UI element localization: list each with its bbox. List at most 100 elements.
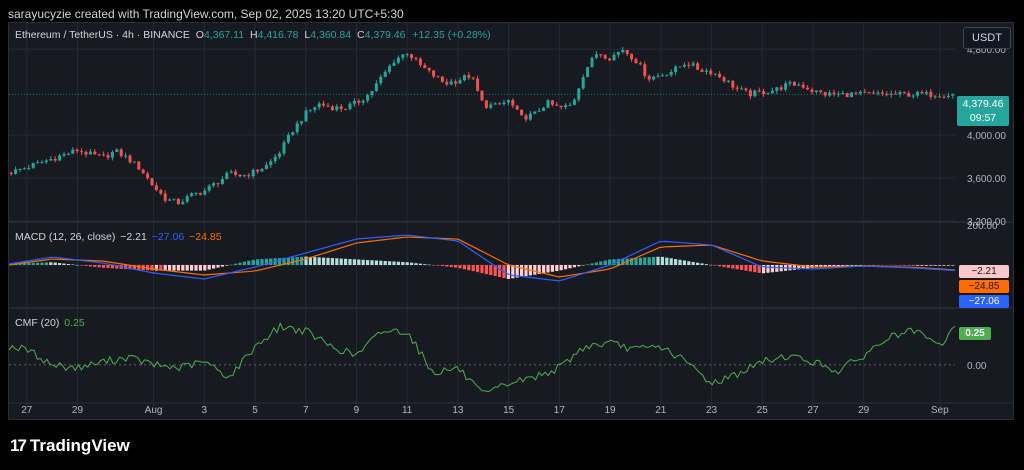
candle-body bbox=[339, 106, 343, 109]
candle-body bbox=[660, 75, 664, 77]
candle-body bbox=[726, 80, 730, 82]
macd-histogram-bar bbox=[260, 259, 264, 265]
candle-body bbox=[643, 64, 647, 76]
macd-histogram-bar bbox=[300, 256, 304, 265]
macd-histogram-bar bbox=[229, 264, 233, 266]
candle-body bbox=[396, 57, 400, 63]
tradingview-logo: 17 TradingView bbox=[10, 436, 130, 456]
candle-body bbox=[550, 100, 554, 105]
macd-histogram-bar bbox=[484, 265, 488, 275]
macd-histogram-bar bbox=[630, 258, 634, 265]
macd-histogram-bar bbox=[22, 263, 26, 265]
macd-histogram-bar bbox=[660, 256, 664, 265]
macd-line bbox=[9, 234, 956, 282]
currency-button[interactable]: USDT bbox=[963, 27, 1011, 49]
candle-body bbox=[845, 92, 849, 98]
macd-histogram-bar bbox=[480, 265, 484, 274]
credit-line: sarayucyzie created with TradingView.com… bbox=[8, 7, 404, 21]
candle-body bbox=[154, 185, 158, 191]
candle-body bbox=[850, 92, 854, 98]
candle-body bbox=[251, 169, 255, 177]
candle-body bbox=[163, 193, 167, 201]
candle-body bbox=[806, 87, 810, 90]
candle-body bbox=[427, 68, 431, 71]
macd-histogram-bar bbox=[53, 262, 57, 265]
macd-histogram-bar bbox=[841, 265, 845, 267]
candle-body bbox=[176, 198, 180, 205]
macd-histogram-bar bbox=[476, 265, 480, 273]
cmf-line bbox=[9, 321, 956, 393]
candle-body bbox=[476, 78, 480, 91]
candle-body bbox=[867, 92, 871, 94]
macd-histogram-bar bbox=[190, 265, 194, 271]
macd-histogram-bar bbox=[515, 265, 519, 278]
candle-body bbox=[308, 109, 312, 111]
macd-histogram-bar bbox=[533, 265, 537, 275]
macd-histogram-bar bbox=[700, 263, 704, 265]
macd-histogram-bar bbox=[317, 257, 321, 265]
macd-histogram-bar bbox=[946, 265, 950, 266]
macd-histogram-bar bbox=[726, 265, 730, 268]
candle-body bbox=[889, 93, 893, 95]
macd-histogram-bar bbox=[854, 265, 858, 266]
macd-histogram-bar bbox=[172, 265, 176, 271]
candle-body bbox=[564, 105, 568, 108]
x-tick-label: 27 bbox=[21, 405, 33, 416]
price-axis-label: 3,200.00 bbox=[967, 217, 1006, 228]
candle-body bbox=[581, 77, 585, 89]
macd-histogram-bar bbox=[577, 265, 581, 267]
candle-body bbox=[506, 99, 510, 103]
macd-legend: MACD (12, 26, close) −2.21 −27.06 −24.85 bbox=[15, 231, 222, 243]
candle-body bbox=[150, 178, 154, 186]
candle-body bbox=[902, 91, 906, 94]
candle-body bbox=[740, 88, 744, 90]
candle-body bbox=[322, 103, 326, 106]
candle-body bbox=[383, 71, 387, 77]
candle-body bbox=[634, 59, 638, 64]
chart-frame[interactable]: 27 29 Aug 3 5 7 9 11 13 15 17 19 21 23 25 27 29 Sep 4,800.… bbox=[8, 22, 1014, 420]
macd-histogram-bar bbox=[814, 265, 818, 268]
macd-histogram-bar bbox=[84, 265, 88, 266]
last-price-value: 4,379.46 bbox=[962, 98, 1004, 110]
candle-body bbox=[704, 70, 708, 72]
candle-body bbox=[357, 100, 361, 103]
macd-title[interactable]: MACD (12, 26, close) bbox=[15, 231, 116, 243]
candle-body bbox=[212, 183, 216, 186]
macd-histogram-bar bbox=[876, 265, 880, 266]
candle-body bbox=[234, 171, 238, 175]
candle-body bbox=[511, 99, 515, 106]
cmf-title[interactable]: CMF (20) bbox=[15, 317, 60, 329]
macd-histogram-bar bbox=[374, 260, 378, 265]
candle-body bbox=[520, 109, 524, 116]
candle-body bbox=[832, 92, 836, 95]
candle-body bbox=[348, 103, 352, 109]
macd-histogram-bar bbox=[493, 265, 497, 277]
candle-body bbox=[674, 66, 678, 73]
macd-histogram-bar bbox=[339, 258, 343, 265]
candle-body bbox=[119, 149, 123, 157]
candle-body bbox=[115, 149, 119, 153]
macd-histogram-bar bbox=[251, 259, 255, 265]
candle-body bbox=[326, 105, 330, 107]
macd-histogram-bar bbox=[344, 258, 348, 265]
macd-histogram-bar bbox=[951, 265, 955, 266]
candle-body bbox=[374, 83, 378, 92]
macd-histogram-bar bbox=[207, 265, 211, 270]
x-tick-label: 23 bbox=[706, 405, 718, 416]
candle-body bbox=[911, 95, 915, 97]
macd-histogram-bar bbox=[586, 264, 590, 265]
candle-body bbox=[863, 91, 867, 93]
macd-histogram-bar bbox=[740, 265, 744, 270]
macd-histogram-bar bbox=[264, 258, 268, 265]
macd-histogram-bar bbox=[436, 265, 440, 266]
candle-body bbox=[616, 51, 620, 55]
candle-body bbox=[75, 149, 79, 152]
candle-body bbox=[801, 84, 805, 88]
candle-body bbox=[555, 104, 559, 106]
candle-body bbox=[282, 142, 286, 154]
macd-histogram-bar bbox=[542, 265, 546, 274]
macd-histogram-bar bbox=[713, 265, 717, 266]
chart-canvas[interactable]: 27 29 Aug 3 5 7 9 11 13 15 17 19 21 23 25 27 29 Sep 4,800.… bbox=[9, 23, 1013, 419]
symbol-title[interactable]: Ethereum / TetherUS · 4h · BINANCE bbox=[15, 29, 190, 41]
macd-histogram-bar bbox=[88, 265, 92, 267]
